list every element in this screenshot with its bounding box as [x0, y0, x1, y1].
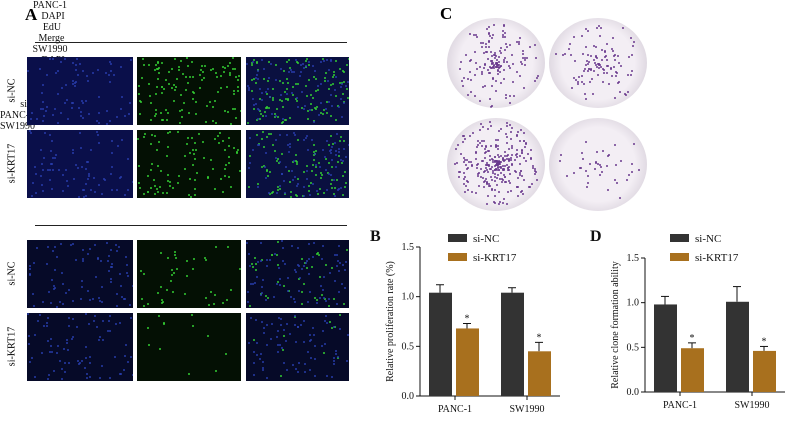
colony-plate: [549, 18, 647, 108]
y-tick-label: 1.0: [402, 292, 415, 303]
significance-marker: *: [537, 332, 542, 343]
bar-si-KRT17: [753, 351, 776, 392]
column-label: DAPI: [0, 11, 106, 22]
micrograph-edu: [137, 57, 241, 125]
bar-si-NC: [654, 304, 677, 392]
panel-label-a: A: [25, 5, 37, 25]
legend-swatch: [670, 234, 689, 242]
significance-marker: *: [762, 336, 767, 347]
legend-swatch: [448, 253, 467, 261]
panel-label-c: C: [440, 4, 452, 24]
micrograph-dapi: [27, 130, 133, 198]
group-divider: [35, 225, 347, 226]
micrograph-dapi: [27, 240, 133, 308]
panel-label: D: [590, 228, 602, 245]
bar-si-KRT17: [456, 328, 479, 396]
micrograph-dapi: [27, 57, 133, 125]
x-tick-label: SW1990: [735, 400, 770, 411]
chart-b: B 0.0 0.5 1.0 1.5 Relative proliferation rate…: [370, 225, 585, 422]
legend-swatch: [670, 253, 689, 261]
x-tick-label: SW1990: [510, 404, 545, 415]
micrograph-edu: [137, 130, 241, 198]
y-tick-label: 1.0: [627, 298, 640, 309]
group-title: PANC-1: [0, 0, 100, 11]
bar-si-KRT17: [528, 351, 551, 396]
significance-marker: *: [465, 313, 470, 324]
panel-label: B: [370, 228, 381, 245]
micrograph-merge: [246, 57, 349, 125]
row-label: si-NC: [7, 66, 18, 116]
bar-si-NC: [726, 302, 749, 392]
micrograph-edu: [137, 240, 241, 308]
colony-plate: [549, 118, 647, 211]
y-tick-label: 0.5: [402, 341, 415, 352]
chart-d: D 0.0 0.5 1.0 1.5 Relative clone formation ab…: [590, 225, 802, 422]
row-label: si-NC: [7, 249, 18, 299]
significance-marker: *: [690, 333, 695, 344]
legend-label: si-NC: [695, 233, 721, 245]
y-tick-label: 0.0: [402, 391, 415, 402]
micrograph-edu: [137, 313, 241, 381]
legend-label: si-KRT17: [695, 252, 739, 264]
y-tick-label: 0.5: [627, 342, 640, 353]
legend-swatch: [448, 234, 467, 242]
row-label: si-KRT17: [7, 139, 18, 189]
bar-si-NC: [429, 293, 452, 396]
y-axis-label: Relative proliferation rate (%): [385, 261, 396, 382]
bar-si-KRT17: [681, 348, 704, 392]
legend-label: si-KRT17: [473, 252, 517, 264]
y-tick-label: 1.5: [627, 253, 640, 264]
column-label: EdU: [0, 22, 104, 33]
group-title: SW1990: [0, 44, 100, 55]
panel-a: PANC-1DAPIEdUMergesi-NCsi-KRT17SW1990DAP…: [0, 0, 802, 88]
x-tick-label: PANC-1: [663, 400, 697, 411]
micrograph-merge: [246, 313, 349, 381]
bar-si-NC: [501, 293, 524, 396]
legend-label: si-NC: [473, 233, 499, 245]
colony-plate: [447, 18, 545, 108]
x-tick-label: PANC-1: [438, 404, 472, 415]
colony-plate: [447, 118, 545, 211]
y-tick-label: 1.5: [402, 242, 415, 253]
row-label: si-KRT17: [7, 322, 18, 372]
y-tick-label: 0.0: [627, 387, 640, 398]
micrograph-merge: [246, 130, 349, 198]
micrograph-merge: [246, 240, 349, 308]
group-divider: [35, 42, 347, 43]
micrograph-dapi: [27, 313, 133, 381]
y-axis-label: Relative clone formation ability: [610, 261, 621, 388]
